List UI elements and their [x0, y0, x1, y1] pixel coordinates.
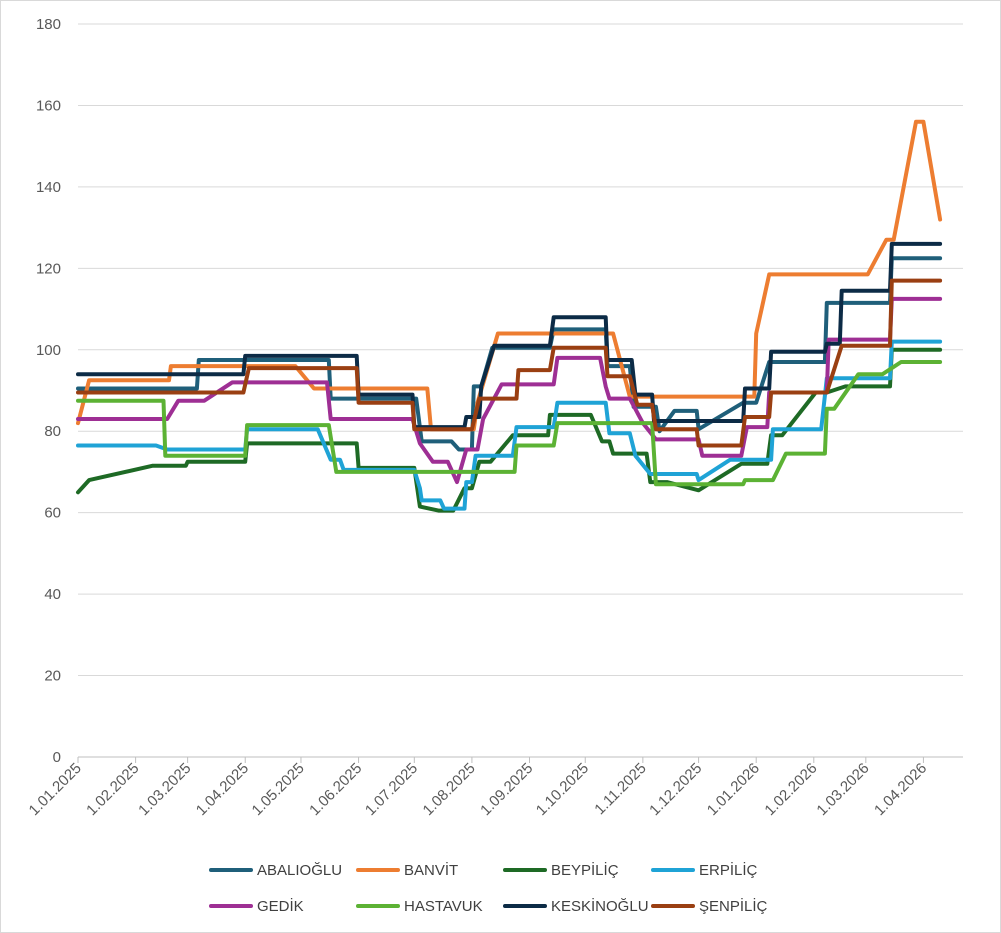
x-tick-label: 1.01.2026 [704, 760, 763, 819]
x-axis: 1.01.20251.02.20251.03.20251.04.20251.05… [26, 756, 963, 819]
y-tick-label: 60 [44, 505, 61, 522]
y-tick-label: 180 [36, 16, 61, 33]
y-tick-label: 140 [36, 179, 61, 196]
x-tick-label: 1.12.2025 [646, 760, 705, 819]
legend-label: BEYPİLİÇ [551, 861, 619, 879]
legend: ABALIOĞLU BANVİT BEYPİLİÇ ERPİLİÇ GEDİK HASTA… [209, 861, 768, 915]
x-tick-label: 1.01.2025 [26, 760, 85, 819]
series-line-8 [76, 278, 943, 448]
legend-label: KESKİNOĞLU [551, 897, 649, 915]
legend-label: ŞENPİLİÇ [699, 897, 768, 915]
x-tick-label: 1.04.2025 [193, 760, 252, 819]
y-tick-label: 80 [44, 423, 61, 440]
y-axis-tick-labels: 0 20 40 60 80 100 120 140 160 180 [36, 16, 61, 766]
x-tick-label: 1.08.2025 [420, 760, 479, 819]
x-tick-label: 1.04.2026 [871, 760, 930, 819]
legend-label: GEDİK [257, 897, 304, 915]
x-tick-label: 1.07.2025 [362, 760, 421, 819]
legend-label: ERPİLİÇ [699, 861, 758, 879]
y-tick-label: 40 [44, 586, 61, 603]
x-tick-label: 1.03.2025 [135, 760, 194, 819]
x-tick-label: 1.09.2025 [477, 760, 536, 819]
y-tick-label: 160 [36, 97, 61, 114]
x-tick-label: 1.11.2025 [591, 760, 649, 818]
x-tick-label: 1.10.2025 [533, 760, 592, 819]
x-tick-label: 1.03.2026 [813, 760, 872, 819]
x-tick-label: 1.02.2026 [761, 760, 820, 819]
series-line-6 [76, 360, 943, 487]
legend-label: ABALIOĞLU [257, 862, 342, 879]
x-tick-label: 1.05.2025 [249, 760, 308, 819]
series-line-1 [76, 256, 943, 452]
series-lines [76, 119, 943, 513]
series-line-3 [76, 347, 943, 513]
series-line-5 [76, 296, 943, 485]
y-tick-label: 100 [36, 342, 61, 359]
y-tick-label: 120 [36, 260, 61, 277]
series-line-4 [76, 339, 943, 511]
x-tick-label: 1.02.2025 [83, 760, 142, 819]
gridlines [78, 23, 963, 677]
x-tick-label: 1.06.2025 [306, 760, 365, 819]
legend-label: HASTAVUK [404, 898, 483, 915]
y-tick-label: 20 [44, 668, 61, 685]
legend-label: BANVİT [404, 861, 458, 879]
y-tick-label: 0 [53, 749, 61, 766]
